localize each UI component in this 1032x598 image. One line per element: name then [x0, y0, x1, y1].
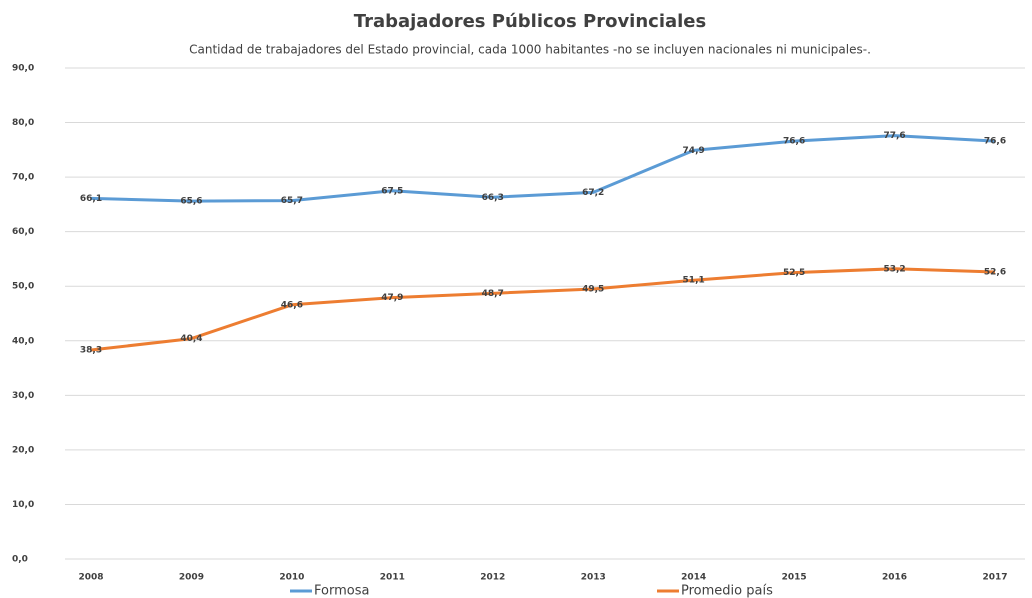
- data-label: 76,6: [783, 137, 805, 147]
- y-tick-label: 10,0: [12, 500, 34, 510]
- y-tick-label: 50,0: [12, 282, 34, 292]
- x-tick-label: 2014: [681, 573, 706, 583]
- data-label: 65,7: [281, 196, 303, 206]
- x-tick-label: 2013: [581, 573, 606, 583]
- y-tick-label: 70,0: [12, 173, 34, 183]
- data-label: 52,5: [783, 268, 805, 278]
- data-label: 47,9: [381, 293, 403, 303]
- x-tick-label: 2012: [480, 573, 505, 583]
- data-label: 77,6: [883, 131, 905, 141]
- data-label: 74,9: [683, 146, 705, 156]
- y-tick-label: 30,0: [12, 391, 34, 401]
- legend-label: Promedio país: [681, 584, 773, 598]
- y-tick-label: 0,0: [12, 555, 28, 565]
- data-label: 46,6: [281, 300, 303, 310]
- data-label: 52,6: [984, 268, 1006, 278]
- chart-title: Trabajadores Públicos Provinciales: [354, 11, 706, 32]
- y-tick-label: 80,0: [12, 118, 34, 128]
- data-label: 67,5: [381, 186, 403, 196]
- data-label: 48,7: [482, 289, 504, 299]
- data-label: 76,6: [984, 137, 1006, 147]
- series-line: [90, 134, 996, 203]
- x-tick-label: 2008: [78, 573, 103, 583]
- x-tick-label: 2015: [782, 573, 807, 583]
- data-label: 40,4: [180, 334, 202, 344]
- y-tick-label: 60,0: [12, 227, 34, 237]
- x-tick-label: 2010: [279, 573, 304, 583]
- y-tick-label: 20,0: [12, 445, 34, 455]
- data-label: 65,6: [180, 197, 202, 207]
- data-label: 66,1: [80, 194, 102, 204]
- data-label: 67,2: [582, 188, 604, 198]
- series-line: [90, 267, 996, 352]
- data-label: 49,5: [582, 284, 604, 294]
- chart-subtitle: Cantidad de trabajadores del Estado prov…: [189, 43, 871, 57]
- x-tick-label: 2016: [882, 573, 907, 583]
- x-tick-label: 2009: [179, 573, 204, 583]
- y-tick-label: 90,0: [12, 64, 34, 74]
- data-label: 66,3: [482, 193, 504, 203]
- x-tick-label: 2011: [380, 573, 405, 583]
- data-label: 51,1: [683, 276, 705, 286]
- data-label: 38,3: [80, 346, 102, 356]
- x-tick-label: 2017: [982, 573, 1007, 583]
- legend-label: Formosa: [314, 584, 369, 598]
- y-tick-label: 40,0: [12, 336, 34, 346]
- data-label: 53,2: [883, 264, 905, 274]
